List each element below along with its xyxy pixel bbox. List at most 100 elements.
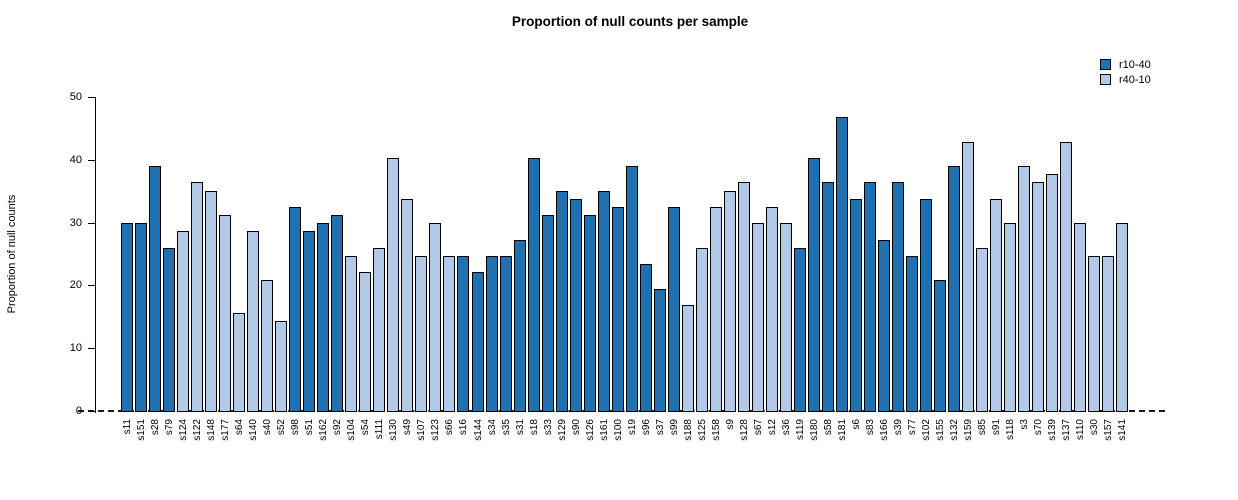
bar-s92: [331, 215, 344, 412]
x-label-s91: s91: [991, 419, 1003, 436]
bar-s18: [527, 157, 540, 412]
legend-row-r40-10: r40-10: [1100, 72, 1151, 87]
bar-s77: [906, 255, 919, 412]
y-tick-label: 10: [69, 342, 82, 355]
bar-s70: [1032, 182, 1045, 412]
bar-s137: [1060, 141, 1073, 412]
x-label-s124: s124: [178, 419, 190, 441]
bar-s110: [1074, 223, 1087, 412]
y-axis-line: [95, 97, 96, 413]
bar-s79: [163, 247, 176, 412]
legend-swatch-r40-10: [1100, 74, 1111, 85]
x-label-s110: s110: [1075, 419, 1087, 440]
x-label-s148: s148: [206, 419, 218, 441]
bar-s158: [709, 206, 722, 412]
bar-s91: [990, 198, 1003, 412]
bar-s188: [681, 304, 694, 412]
x-label-s35: s35: [500, 419, 512, 436]
x-label-s107: s107: [416, 419, 428, 441]
x-label-s188: s188: [682, 419, 694, 441]
bar-s34: [485, 255, 498, 412]
x-label-s119: s119: [794, 419, 806, 440]
y-tick-mark: [88, 97, 95, 98]
bar-s159: [962, 141, 975, 412]
x-label-s139: s139: [1047, 419, 1059, 441]
x-label-s140: s140: [248, 419, 260, 441]
bar-s6: [850, 198, 863, 412]
x-label-s54: s54: [360, 419, 372, 436]
x-label-s141: s141: [1117, 419, 1129, 441]
bar-s90: [569, 198, 582, 412]
x-label-s51: s51: [304, 419, 316, 436]
bar-s104: [345, 255, 358, 412]
x-label-s155: s155: [935, 419, 947, 441]
x-label-s122: s122: [192, 419, 204, 441]
chart-title: Proportion of null counts per sample: [511, 14, 749, 29]
x-label-s67: s67: [752, 419, 764, 436]
bar-s96: [639, 264, 652, 412]
bar-s157: [1102, 255, 1115, 412]
bar-s118: [1004, 223, 1017, 412]
x-label-s118: s118: [1005, 419, 1017, 440]
bar-s85: [976, 247, 989, 412]
bar-s58: [822, 182, 834, 412]
bar-s66: [443, 255, 456, 412]
x-label-s28: s28: [150, 419, 162, 436]
bar-s83: [864, 182, 877, 412]
y-tick-mark: [88, 285, 95, 287]
x-label-s102: s102: [921, 419, 933, 441]
bar-s16: [457, 255, 470, 412]
bar-s144: [471, 272, 484, 412]
x-label-s36: s36: [780, 419, 792, 436]
x-label-s98: s98: [290, 419, 302, 436]
bar-s107: [415, 255, 428, 412]
bar-s11: [121, 223, 133, 412]
bar-s162: [317, 223, 330, 412]
bar-s122: [191, 182, 204, 412]
legend-row-r10-40: r10-40: [1100, 57, 1151, 72]
x-label-s83: s83: [865, 419, 877, 436]
x-label-s77: s77: [907, 419, 919, 436]
y-tick-label: 20: [69, 279, 82, 292]
y-axis-label: Proportion of null counts: [6, 194, 18, 314]
x-label-s137: s137: [1061, 419, 1073, 441]
y-tick-label: 50: [69, 91, 82, 103]
legend-swatch-r10-40: [1100, 59, 1111, 70]
x-label-s12: s12: [766, 419, 778, 436]
bar-s126: [583, 215, 596, 412]
x-label-s33: s33: [542, 419, 554, 436]
y-tick-label: 40: [69, 153, 82, 166]
x-label-s129: s129: [556, 419, 568, 441]
bar-s124: [177, 231, 190, 412]
bar-s123: [429, 223, 442, 412]
bar-s33: [541, 215, 554, 412]
y-tick-mark: [88, 222, 95, 224]
bar-s30: [1088, 255, 1101, 412]
bar-s98: [289, 206, 302, 412]
x-label-s159: s159: [963, 419, 975, 441]
bar-s12: [765, 206, 778, 412]
bar-s28: [149, 166, 162, 412]
x-label-s37: s37: [654, 419, 666, 436]
x-label-s49: s49: [402, 419, 414, 436]
x-label-s177: s177: [220, 419, 232, 441]
x-label-s92: s92: [332, 419, 344, 436]
bar-s100: [611, 206, 624, 412]
x-label-s126: s126: [584, 419, 596, 441]
x-label-s181: s181: [837, 419, 849, 441]
bar-s180: [807, 157, 820, 412]
bar-s132: [948, 166, 961, 412]
y-tick-label: 30: [69, 216, 82, 229]
bar-s49: [401, 198, 414, 412]
x-label-s180: s180: [808, 419, 820, 441]
bar-s128: [737, 182, 750, 412]
bar-s35: [499, 255, 512, 412]
bar-s139: [1046, 174, 1059, 412]
x-label-s157: s157: [1103, 419, 1115, 441]
bar-s3: [1018, 166, 1031, 412]
bar-s181: [836, 117, 849, 412]
x-label-s58: s58: [823, 419, 834, 436]
x-label-s104: s104: [346, 419, 358, 441]
y-tick-label: 0: [75, 405, 82, 417]
x-label-s31: s31: [514, 419, 526, 436]
